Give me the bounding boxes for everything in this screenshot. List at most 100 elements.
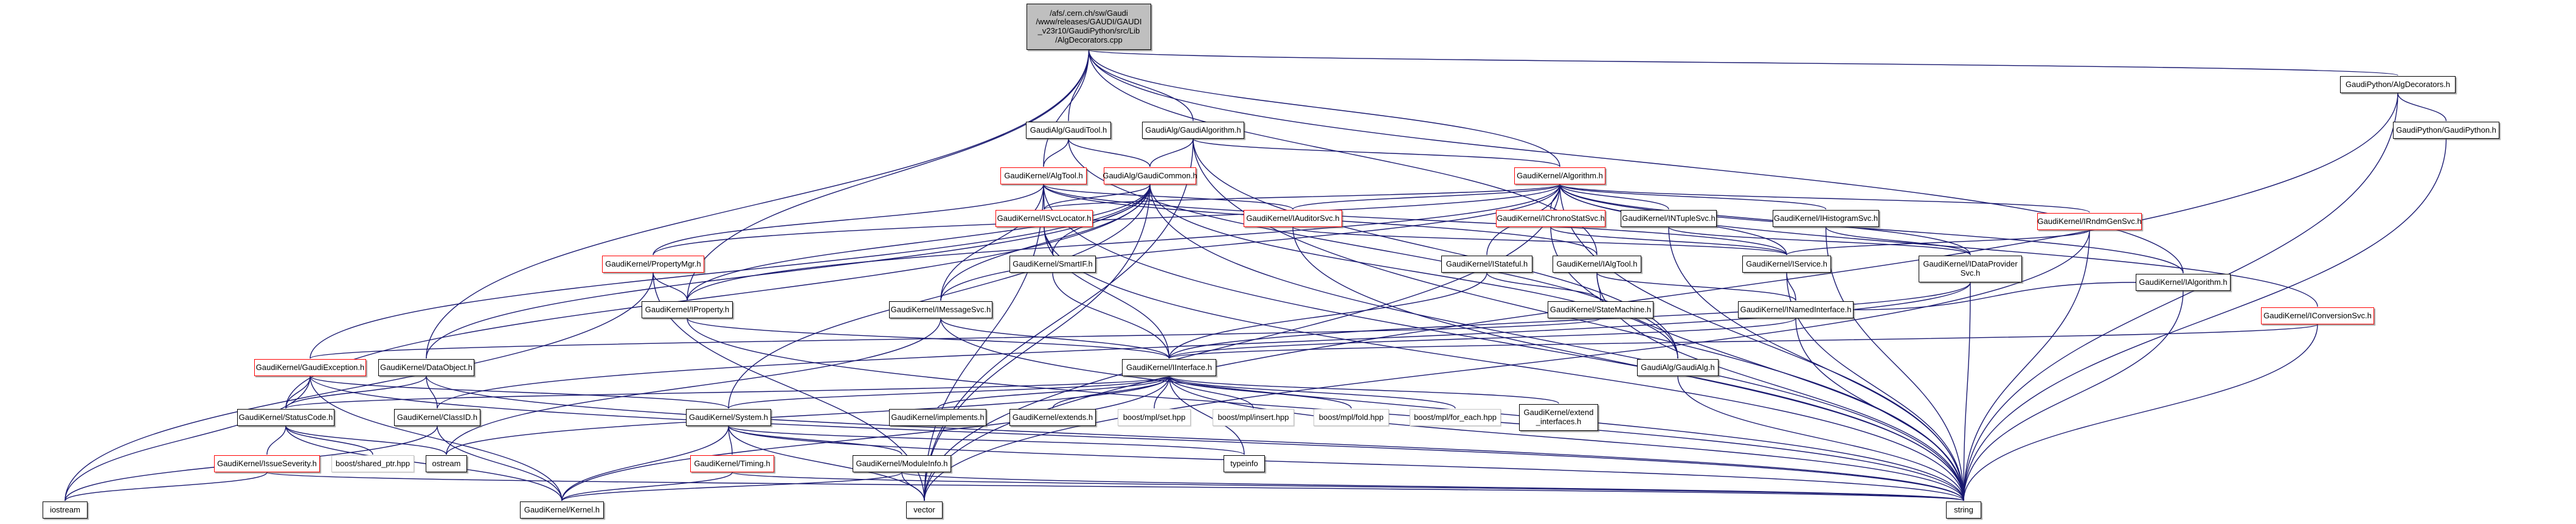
node-typeinfo[interactable]: typeinfo bbox=[1224, 455, 1265, 472]
node-label: GaudiAlg/GaudiAlg.h bbox=[1641, 362, 1715, 372]
node-gaudialg[interactable]: GaudiAlg/GaudiAlg.h bbox=[1637, 359, 1719, 376]
node-iinterface[interactable]: GaudiKernel/IInterface.h bbox=[1122, 359, 1216, 376]
include-edge bbox=[728, 425, 1245, 455]
node-iauditorsvc[interactable]: GaudiKernel/IAuditorSvc.h bbox=[1244, 210, 1342, 227]
node-isvclocator[interactable]: GaudiKernel/ISvcLocator.h bbox=[995, 210, 1093, 227]
node-sharedptr[interactable]: boost/shared_ptr.hpp bbox=[331, 455, 414, 472]
include-edge bbox=[1168, 376, 1964, 501]
node-moduleinfo[interactable]: GaudiKernel/ModuleInfo.h bbox=[853, 455, 951, 472]
node-label: boost/mpl/set.hpp bbox=[1123, 412, 1186, 422]
include-edge bbox=[285, 425, 373, 455]
node-idataprovidersvc[interactable]: GaudiKernel/IDataProvider Svc.h bbox=[1919, 256, 2022, 282]
include-edge bbox=[310, 184, 1151, 359]
node-mplforeach[interactable]: boost/mpl/for_each.hpp bbox=[1410, 409, 1501, 426]
node-iservice[interactable]: GaudiKernel/IService.h bbox=[1742, 256, 1831, 273]
node-label: GaudiAlg/GaudiAlgorithm.h bbox=[1145, 125, 1241, 134]
include-edge bbox=[901, 472, 1964, 501]
node-gaudiexception[interactable]: GaudiKernel/GaudiException.h bbox=[254, 359, 366, 376]
include-edge bbox=[310, 376, 1964, 501]
include-edge bbox=[1963, 324, 2318, 501]
include-edge bbox=[1052, 376, 1170, 409]
node-gauditool[interactable]: GaudiAlg/GaudiTool.h bbox=[1026, 122, 1111, 139]
node-inamedinterface[interactable]: GaudiKernel/INamedInterface.h bbox=[1738, 301, 1854, 318]
node-statuscode[interactable]: GaudiKernel/StatusCode.h bbox=[237, 409, 334, 426]
node-label: typeinfo bbox=[1230, 458, 1258, 468]
include-edge bbox=[1550, 226, 1787, 256]
include-edge bbox=[1963, 138, 2447, 501]
include-edge bbox=[653, 184, 1560, 256]
node-iconversionsvc[interactable]: GaudiKernel/IConversionSvc.h bbox=[2261, 307, 2374, 324]
node-label: GaudiKernel/IMessageSvc.h bbox=[890, 304, 991, 314]
node-label: GaudiKernel/AlgTool.h bbox=[1004, 170, 1083, 180]
node-label: /afs/.cern.ch/sw/Gaudi /www/releases/GAU… bbox=[1036, 8, 1142, 44]
node-timing[interactable]: GaudiKernel/Timing.h bbox=[690, 455, 774, 472]
node-string[interactable]: string bbox=[1946, 501, 1981, 519]
node-label: ostream bbox=[432, 458, 461, 468]
include-edge bbox=[1043, 49, 1090, 167]
node-extends[interactable]: GaudiKernel/extends.h bbox=[1009, 409, 1096, 426]
node-ialgorithm[interactable]: GaudiKernel/IAlgorithm.h bbox=[2136, 274, 2231, 291]
node-label: GaudiKernel/IAlgTool.h bbox=[1556, 259, 1638, 268]
node-system[interactable]: GaudiKernel/System.h bbox=[686, 409, 771, 426]
include-edge bbox=[1149, 138, 1194, 167]
include-edge bbox=[728, 376, 1170, 409]
node-gaudicommon[interactable]: GaudiAlg/GaudiCommon.h bbox=[1103, 167, 1197, 184]
include-edge bbox=[924, 184, 1044, 501]
node-gaudipython[interactable]: GaudiPython/GaudiPython.h bbox=[2393, 122, 2499, 139]
node-ostream[interactable]: ostream bbox=[426, 455, 467, 472]
node-extendinterfaces[interactable]: GaudiKernel/extend _interfaces.h bbox=[1519, 404, 1598, 431]
node-intuplesvc[interactable]: GaudiKernel/INTupleSvc.h bbox=[1621, 210, 1717, 227]
include-edge bbox=[687, 184, 1151, 301]
node-label: vector bbox=[913, 505, 935, 514]
node-statemachine[interactable]: GaudiKernel/StateMachine.h bbox=[1548, 301, 1653, 318]
node-mplfold[interactable]: boost/mpl/fold.hpp bbox=[1314, 409, 1389, 426]
node-algtool[interactable]: GaudiKernel/AlgTool.h bbox=[1000, 167, 1087, 184]
node-irndmgensvc[interactable]: GaudiKernel/IRndmGenSvc.h bbox=[2037, 213, 2142, 230]
node-label: GaudiAlg/GaudiCommon.h bbox=[1103, 170, 1197, 180]
include-edge bbox=[1668, 226, 1964, 501]
node-iproperty[interactable]: GaudiKernel/IProperty.h bbox=[642, 301, 733, 318]
node-dataobject[interactable]: GaudiKernel/DataObject.h bbox=[378, 359, 474, 376]
include-edge bbox=[940, 184, 1560, 301]
node-kernel[interactable]: GaudiKernel/Kernel.h bbox=[520, 501, 604, 519]
node-label: GaudiKernel/ModuleInfo.h bbox=[856, 458, 948, 468]
include-edge bbox=[1486, 272, 1601, 301]
include-edge bbox=[940, 184, 1044, 301]
include-edge bbox=[310, 318, 1601, 359]
include-edge bbox=[1559, 184, 1669, 210]
node-iostream[interactable]: iostream bbox=[43, 501, 88, 519]
node-ichronostatsvc[interactable]: GaudiKernel/IChronoStatSvc.h bbox=[1496, 210, 1605, 227]
node-vector[interactable]: vector bbox=[906, 501, 943, 519]
node-mplset[interactable]: boost/mpl/set.hpp bbox=[1118, 409, 1191, 426]
node-gaudialgorithm[interactable]: GaudiAlg/GaudiAlgorithm.h bbox=[1142, 122, 1244, 139]
node-ialgtool[interactable]: GaudiKernel/IAlgTool.h bbox=[1553, 256, 1641, 273]
node-mplinsert[interactable]: boost/mpl/insert.hpp bbox=[1213, 409, 1294, 426]
include-edge bbox=[1068, 49, 1090, 122]
node-label: boost/mpl/fold.hpp bbox=[1318, 412, 1384, 422]
include-edge bbox=[1963, 93, 2398, 501]
node-implements[interactable]: GaudiKernel/implements.h bbox=[889, 409, 986, 426]
node-smartif[interactable]: GaudiKernel/SmartIF.h bbox=[1009, 256, 1096, 273]
node-label: GaudiKernel/Algorithm.h bbox=[1517, 170, 1603, 180]
node-classid[interactable]: GaudiKernel/ClassID.h bbox=[394, 409, 480, 426]
include-edge bbox=[2397, 93, 2447, 122]
node-algdecorators[interactable]: GaudiPython/AlgDecorators.h bbox=[2340, 76, 2456, 93]
node-istateful[interactable]: GaudiKernel/IStateful.h bbox=[1441, 256, 1532, 273]
include-edge bbox=[561, 472, 733, 501]
include-edge bbox=[1559, 184, 2090, 213]
node-imessagesvc[interactable]: GaudiKernel/IMessageSvc.h bbox=[889, 301, 992, 318]
node-ihistogramsvc[interactable]: GaudiKernel/IHistogramSvc.h bbox=[1773, 210, 1879, 227]
include-edge bbox=[1559, 184, 1964, 501]
node-issueseverity[interactable]: GaudiKernel/IssueSeverity.h bbox=[214, 455, 320, 472]
node-propertymgr[interactable]: GaudiKernel/PropertyMgr.h bbox=[602, 256, 704, 273]
node-algorithm[interactable]: GaudiKernel/Algorithm.h bbox=[1514, 167, 1605, 184]
include-edge bbox=[1168, 376, 1559, 404]
include-edge bbox=[924, 138, 1194, 501]
node-label: GaudiKernel/StatusCode.h bbox=[238, 412, 333, 422]
node-label: GaudiKernel/IProperty.h bbox=[645, 304, 730, 314]
node-label: GaudiKernel/StateMachine.h bbox=[1549, 304, 1652, 314]
include-edge bbox=[1088, 49, 1194, 122]
node-root[interactable]: /afs/.cern.ch/sw/Gaudi /www/releases/GAU… bbox=[1027, 4, 1151, 50]
include-edge bbox=[1596, 272, 1796, 301]
